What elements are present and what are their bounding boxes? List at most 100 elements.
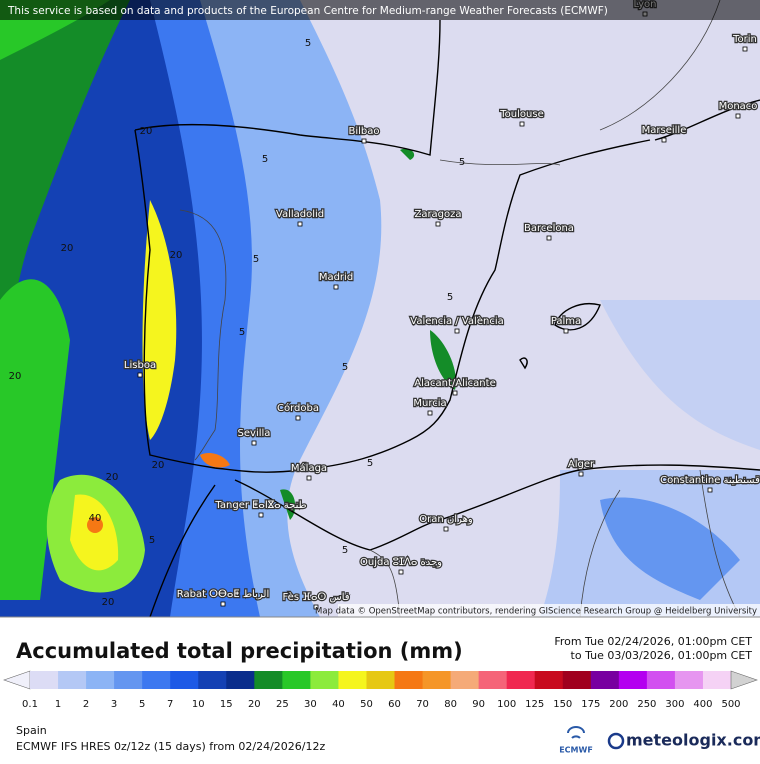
colorbar-box	[114, 671, 143, 689]
colorbar-label: 150	[553, 699, 572, 710]
colorbar: 0.1 1 2 3 5 7 10 15 20 25 30 40 50 60 70 80 90 100 125 150 1…	[3, 670, 758, 710]
city-marker	[519, 121, 525, 127]
city-label: Bilbao	[348, 126, 379, 137]
colorbar-label: 25	[276, 699, 289, 710]
city-marker	[742, 46, 748, 52]
colorbar-label: 250	[637, 699, 656, 710]
ecmwf-logo: ECMWF	[559, 726, 593, 755]
colorbar-label: 70	[416, 699, 429, 710]
contour-label: 20	[9, 371, 22, 382]
colorbar-over	[730, 670, 758, 690]
city-marker	[452, 390, 458, 396]
city-marker	[661, 137, 667, 143]
city-label: Constantine قسنطينة	[660, 475, 760, 486]
city-marker	[546, 235, 552, 241]
city-label: Oran وهران	[419, 514, 473, 525]
city-label: Toulouse	[499, 109, 543, 120]
colorbar-box	[394, 671, 424, 689]
period-from: From Tue 02/24/2026, 01:00pm CET	[554, 635, 752, 648]
city-marker	[443, 526, 449, 532]
city-label: Palma	[551, 316, 581, 327]
city-label: Alacant/Alicante	[414, 378, 495, 389]
city-label: Valladolid	[276, 209, 324, 220]
colorbar-label: 3	[111, 699, 117, 710]
colorbar-under	[3, 670, 31, 690]
contour-label: 5	[262, 154, 268, 165]
colorbar-label: 0.1	[22, 699, 38, 710]
city-label: Madrid	[319, 272, 353, 283]
colorbar-label: 125	[525, 699, 544, 710]
colorbar-label: 400	[693, 699, 712, 710]
city-marker	[735, 113, 741, 119]
city-marker	[454, 328, 460, 334]
colorbar-label: 50	[360, 699, 373, 710]
city-marker	[578, 471, 584, 477]
notice-bar	[0, 0, 760, 20]
colorbar-box	[422, 671, 452, 689]
colorbar-label: 100	[497, 699, 516, 710]
contour-label: 5	[253, 254, 259, 265]
city-marker	[333, 284, 339, 290]
colorbar-label: 2	[83, 699, 89, 710]
colorbar-label: 60	[388, 699, 401, 710]
colorbar-label: 90	[472, 699, 485, 710]
colorbar-label: 1	[55, 699, 61, 710]
colorbar-box	[142, 671, 171, 689]
colorbar-box	[674, 671, 704, 689]
colorbar-box	[646, 671, 676, 689]
city-marker	[707, 487, 713, 493]
colorbar-box	[366, 671, 396, 689]
contour-label: 20	[102, 597, 115, 608]
city-marker	[313, 604, 319, 610]
contour-label: 5	[342, 362, 348, 373]
city-label: Oujda ⵓⵊⴷⴰ وجدة	[360, 557, 442, 568]
colorbar-label: 500	[721, 699, 740, 710]
ecmwf-text: ECMWF	[559, 746, 593, 755]
city-label: Tanger ⵟⴰⵏⴵⴰ طنجة	[214, 500, 306, 511]
city-label: Valencia / València	[410, 315, 503, 327]
colorbar-label: 20	[248, 699, 261, 710]
notice: This service is based on data and produc…	[7, 5, 608, 17]
contour-label: 5	[367, 458, 373, 469]
colorbar-box	[86, 671, 115, 689]
contour-label: 20	[61, 243, 74, 254]
colorbar-box	[618, 671, 648, 689]
colorbar-label: 10	[192, 699, 205, 710]
city-marker	[251, 440, 257, 446]
city-label: Fès ⴼⴰⵙ فاس	[282, 591, 349, 603]
city-label: Alger	[568, 459, 595, 470]
colorbar-box	[562, 671, 592, 689]
attribution: Map data © OpenStreetMap contributors, r…	[315, 607, 757, 617]
city-marker	[563, 328, 569, 334]
city-label: Barcelona	[524, 223, 574, 234]
city-marker	[220, 601, 226, 607]
city-label: Córdoba	[277, 402, 319, 414]
colorbar-box	[450, 671, 480, 689]
city-marker	[295, 415, 301, 421]
contour-label: 5	[459, 157, 465, 168]
colorbar-box	[282, 671, 311, 689]
city-marker	[361, 138, 367, 144]
colorbar-box	[534, 671, 564, 689]
colorbar-box	[338, 671, 367, 689]
colorbar-label: 175	[581, 699, 600, 710]
city-marker	[435, 221, 441, 227]
contour-label: 20	[152, 460, 165, 471]
colorbar-box	[590, 671, 620, 689]
city-marker	[297, 221, 303, 227]
contour-label: 20	[106, 472, 119, 483]
legend-title: Accumulated total precipitation (mm)	[16, 639, 463, 663]
contour-label: 5	[239, 327, 245, 338]
colorbar-label: 200	[609, 699, 628, 710]
model-info: ECMWF IFS HRES 0z/12z (15 days) from 02/…	[16, 740, 326, 753]
city-label: Marseille	[642, 125, 687, 136]
city-label: Murcia	[413, 398, 446, 409]
city-label: Rabat ⵔⴱⴰⵟ الرباط	[177, 589, 269, 600]
colorbar-box	[702, 671, 732, 689]
colorbar-box	[478, 671, 508, 689]
colorbar-label: 15	[220, 699, 233, 710]
colorbar-label: 40	[332, 699, 345, 710]
contour-label: 20	[170, 250, 183, 261]
contour-label: 5	[342, 545, 348, 556]
